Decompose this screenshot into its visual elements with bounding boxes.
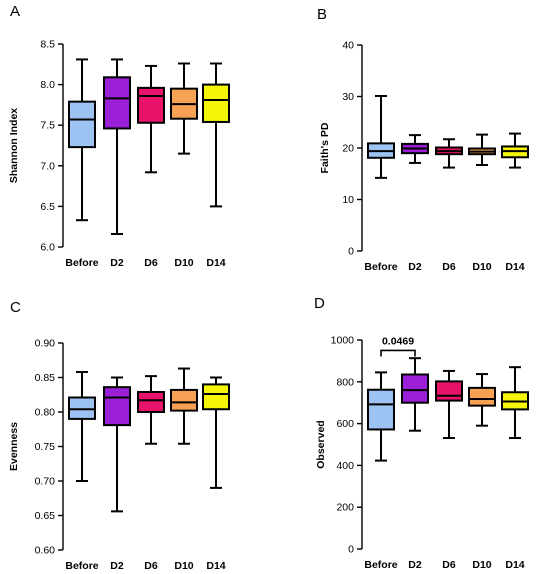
box-before [68, 58, 96, 222]
x-tick-label: D14 [505, 559, 524, 571]
box-before [367, 371, 395, 462]
panel-letter: D [314, 295, 325, 312]
y-tick-label: 0.75 [35, 441, 56, 453]
y-tick-label: 30 [342, 91, 354, 103]
x-tick-label: Before [65, 257, 98, 269]
y-tick-label: 8.5 [40, 39, 55, 51]
y-tick-label: 0.90 [35, 338, 56, 350]
iqr-box [202, 83, 230, 123]
iqr-box [401, 373, 429, 404]
x-tick-label: Before [65, 560, 98, 572]
significance-bracket [380, 349, 416, 357]
iqr-box [468, 386, 496, 407]
iqr-box [68, 396, 96, 420]
iqr-box [137, 86, 165, 124]
y-axis-title: Faith's PD [319, 122, 331, 173]
box-d2 [401, 134, 429, 164]
iqr-box [170, 388, 198, 412]
x-tick-label: Before [364, 559, 397, 571]
y-tick-label: 0.60 [35, 545, 56, 557]
y-tick-label: 8.0 [40, 79, 55, 91]
y-tick-label: 7.0 [40, 160, 55, 172]
x-tick-label: D10 [174, 257, 193, 269]
y-tick-label: 6.0 [40, 242, 55, 254]
panel-letter: A [10, 3, 20, 20]
box-d10 [170, 62, 198, 155]
x-tick-label: D2 [408, 559, 422, 571]
y-tick-label: 0.85 [35, 372, 56, 384]
panel-b: B Faith's PD 0 10 20 30 40 Before D2 D6 D10 D14 [317, 6, 529, 273]
panel-letter: B [317, 6, 327, 23]
y-tick-label: 7.5 [40, 120, 55, 132]
x-tick-label: D10 [174, 560, 193, 572]
x-tick-label: D2 [408, 261, 422, 273]
box-d14 [202, 376, 230, 489]
iqr-box [367, 388, 395, 431]
box-d2 [103, 58, 131, 236]
iqr-box [103, 76, 131, 130]
y-tick-label: 200 [336, 502, 354, 514]
x-tick-label: D14 [206, 257, 225, 269]
box-d14 [202, 62, 230, 208]
x-tick-label: D6 [144, 560, 158, 572]
x-tick-label: D2 [110, 560, 124, 572]
box-before [367, 94, 395, 179]
y-tick-label: 0.80 [35, 407, 56, 419]
y-axis-title: Observed [315, 420, 327, 468]
box-d2 [401, 357, 429, 432]
box-d14 [501, 366, 529, 440]
x-tick-label: D2 [110, 257, 124, 269]
iqr-box [68, 100, 96, 149]
y-tick-label: 40 [342, 40, 354, 52]
box-d6 [137, 64, 165, 174]
y-tick-label: 6.5 [40, 201, 55, 213]
y-tick-label: 800 [336, 376, 354, 388]
box-d6 [137, 375, 165, 445]
x-tick-label: D14 [505, 261, 524, 273]
x-tick-label: D10 [472, 559, 491, 571]
y-tick-label: 0.65 [35, 510, 56, 522]
iqr-box [137, 390, 165, 413]
y-axis-title: Shannon Index [8, 108, 20, 183]
y-tick-label: 10 [342, 194, 354, 206]
box-d6 [435, 138, 463, 169]
x-tick-label: D6 [442, 559, 456, 571]
y-tick-label: 0.70 [35, 476, 56, 488]
x-tick-label: D6 [442, 261, 456, 273]
y-tick-label: 0 [348, 246, 354, 258]
box-before [68, 370, 96, 482]
iqr-box [103, 386, 131, 427]
x-tick-label: D6 [144, 257, 158, 269]
box-d6 [435, 369, 463, 440]
y-tick-label: 600 [336, 418, 354, 430]
box-d14 [501, 132, 529, 169]
significance-label: 0.0469 [382, 335, 414, 347]
y-tick-label: 1000 [331, 335, 355, 347]
panel-letter: C [10, 299, 21, 316]
panel-a: A Shannon Index 6.0 6.5 7.0 7.5 8.0 8.5 Before D2… [8, 3, 230, 269]
iqr-box [202, 383, 230, 411]
box-d10 [468, 133, 496, 166]
y-tick-label: 0 [348, 544, 354, 556]
box-d10 [170, 367, 198, 445]
y-axis-title: Evenness [8, 422, 20, 471]
panel-c: C Evenness 0.60 0.65 0.70 0.75 0.80 0.85 0.90 Bef… [8, 299, 230, 572]
y-tick-label: 400 [336, 460, 354, 472]
box-d2 [103, 376, 131, 513]
x-tick-label: D10 [472, 261, 491, 273]
iqr-box [435, 380, 463, 402]
y-tick-label: 20 [342, 143, 354, 155]
box-d10 [468, 373, 496, 427]
x-tick-label: D14 [206, 560, 225, 572]
panel-d: D Observed 0 200 400 600 800 1000 Before D2 D6 D10 D… [314, 295, 529, 571]
x-tick-label: Before [364, 261, 397, 273]
